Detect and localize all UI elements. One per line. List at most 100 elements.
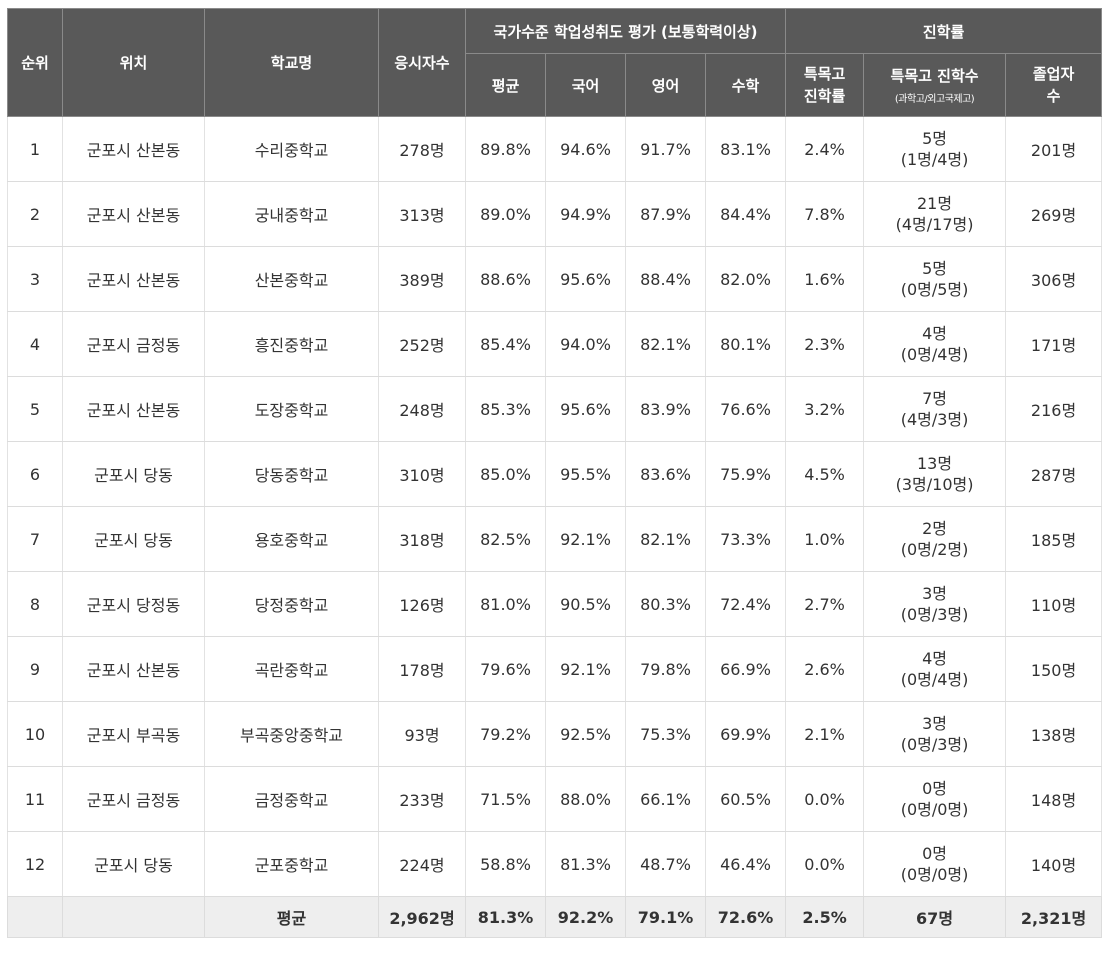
footer-label: 평균 — [204, 896, 379, 938]
cell-examinees: 126명 — [378, 571, 466, 637]
cell-english: 79.8% — [625, 636, 706, 702]
cell-special-rate: 4.5% — [785, 441, 865, 507]
cell-average: 85.0% — [465, 441, 546, 507]
table-row: 10 군포시 부곡동 부곡중앙중학교 93명 79.2% 92.5% 75.3% 69.9% 2… — [7, 701, 1103, 767]
table-footer: 평균 2,962명 81.3% 92.2% 79.1% 72.6% 2.5% 6… — [7, 896, 1103, 938]
cell-special-count: 0명 (0명/0명) — [863, 766, 1007, 832]
cell-average: 85.3% — [465, 376, 546, 442]
cell-graduates: 148명 — [1005, 766, 1103, 832]
cell-location: 군포시 산본동 — [62, 181, 205, 247]
footer-english: 79.1% — [625, 896, 706, 938]
header-math: 수학 — [704, 53, 787, 117]
special-count-total: 3명 — [922, 714, 947, 733]
table-row: 5 군포시 산본동 도장중학교 248명 85.3% 95.6% 83.9% 76.6% 3.2… — [7, 376, 1103, 442]
special-count-split: (0명/0명) — [900, 800, 969, 819]
cell-rank: 11 — [7, 766, 63, 832]
table-body: 1 군포시 산본동 수리중학교 278명 89.8% 94.6% 91.7% 83.1% 2.4… — [7, 116, 1103, 897]
special-count-split: (3명/10명) — [895, 475, 974, 494]
cell-korean: 94.6% — [545, 116, 626, 182]
special-count-total: 5명 — [922, 129, 947, 148]
cell-graduates: 171명 — [1005, 311, 1103, 377]
cell-average: 71.5% — [465, 766, 546, 832]
cell-special-count: 3명 (0명/3명) — [863, 571, 1007, 637]
cell-special-rate: 3.2% — [785, 376, 865, 442]
cell-special-rate: 0.0% — [785, 766, 865, 832]
cell-rank: 3 — [7, 246, 63, 312]
special-count-total: 21명 — [917, 194, 953, 213]
special-count-split: (0명/5명) — [900, 280, 969, 299]
cell-english: 83.6% — [625, 441, 706, 507]
footer-empty-location — [62, 896, 205, 938]
cell-graduates: 185명 — [1005, 506, 1103, 572]
cell-examinees: 252명 — [378, 311, 466, 377]
cell-rank: 1 — [7, 116, 63, 182]
cell-korean: 94.9% — [545, 181, 626, 247]
header-korean: 국어 — [545, 53, 626, 117]
footer-special-rate: 2.5% — [785, 896, 865, 938]
special-count-split: (4명/3명) — [900, 410, 969, 429]
cell-examinees: 313명 — [378, 181, 466, 247]
cell-math: 66.9% — [704, 636, 787, 702]
cell-average: 79.2% — [465, 701, 546, 767]
cell-school: 궁내중학교 — [204, 181, 379, 247]
cell-school: 당정중학교 — [204, 571, 379, 637]
cell-graduates: 138명 — [1005, 701, 1103, 767]
header-english: 영어 — [625, 53, 706, 117]
table-header: 순위 위치 학교명 응시자수 국가수준 학업성취도 평가 (보통학력이상) 진학… — [7, 8, 1103, 117]
cell-average: 89.8% — [465, 116, 546, 182]
cell-special-rate: 2.1% — [785, 701, 865, 767]
cell-special-count: 4명 (0명/4명) — [863, 636, 1007, 702]
footer-math: 72.6% — [704, 896, 787, 938]
header-graduates-line1: 졸업자 — [1032, 65, 1075, 83]
cell-math: 83.1% — [704, 116, 787, 182]
cell-rank: 12 — [7, 831, 63, 897]
cell-korean: 92.5% — [545, 701, 626, 767]
header-special-count-sub: (과학고/외고국제고) — [894, 94, 975, 105]
cell-rank: 8 — [7, 571, 63, 637]
header-row-1: 순위 위치 학교명 응시자수 국가수준 학업성취도 평가 (보통학력이상) 진학… — [7, 8, 1103, 117]
special-count-split: (0명/4명) — [900, 670, 969, 689]
cell-special-count: 5명 (1명/4명) — [863, 116, 1007, 182]
cell-korean: 95.6% — [545, 246, 626, 312]
cell-special-rate: 2.3% — [785, 311, 865, 377]
cell-special-count: 7명 (4명/3명) — [863, 376, 1007, 442]
cell-average: 81.0% — [465, 571, 546, 637]
header-special-rate-line2: 진학률 — [803, 87, 846, 105]
footer-special-total: 67명 — [863, 896, 1007, 938]
cell-math: 69.9% — [704, 701, 787, 767]
cell-korean: 90.5% — [545, 571, 626, 637]
table-row: 7 군포시 당동 용호중학교 318명 82.5% 92.1% 82.1% 73.3% 1.0%… — [7, 506, 1103, 572]
special-count-split: (0명/3명) — [900, 735, 969, 754]
cell-graduates: 201명 — [1005, 116, 1103, 182]
cell-school: 당동중학교 — [204, 441, 379, 507]
cell-math: 75.9% — [704, 441, 787, 507]
special-count-total: 4명 — [922, 649, 947, 668]
cell-graduates: 150명 — [1005, 636, 1103, 702]
cell-korean: 88.0% — [545, 766, 626, 832]
cell-school: 흥진중학교 — [204, 311, 379, 377]
cell-special-count: 3명 (0명/3명) — [863, 701, 1007, 767]
cell-english: 66.1% — [625, 766, 706, 832]
cell-special-rate: 0.0% — [785, 831, 865, 897]
cell-location: 군포시 산본동 — [62, 246, 205, 312]
table-row: 3 군포시 산본동 산본중학교 389명 88.6% 95.6% 88.4% 82.0% 1.6… — [7, 246, 1103, 312]
cell-examinees: 233명 — [378, 766, 466, 832]
cell-special-rate: 2.6% — [785, 636, 865, 702]
cell-average: 79.6% — [465, 636, 546, 702]
cell-special-count: 0명 (0명/0명) — [863, 831, 1007, 897]
table-row: 2 군포시 산본동 궁내중학교 313명 89.0% 94.9% 87.9% 84.4% 7.8… — [7, 181, 1103, 247]
cell-graduates: 306명 — [1005, 246, 1103, 312]
cell-english: 83.9% — [625, 376, 706, 442]
header-row-2: 평균 국어 영어 수학 특목고 진학률 특목고 진학수 (과학고/외고국제고) … — [8, 53, 1103, 117]
table-row: 11 군포시 금정동 금정중학교 233명 71.5% 88.0% 66.1% 60.5% 0.… — [7, 766, 1103, 832]
cell-special-rate: 2.7% — [785, 571, 865, 637]
cell-special-rate: 1.0% — [785, 506, 865, 572]
special-count-split: (0명/3명) — [900, 605, 969, 624]
cell-english: 80.3% — [625, 571, 706, 637]
cell-average: 88.6% — [465, 246, 546, 312]
cell-special-count: 2명 (0명/2명) — [863, 506, 1007, 572]
cell-school: 곡란중학교 — [204, 636, 379, 702]
header-achievement-group: 국가수준 학업성취도 평가 (보통학력이상) — [464, 8, 787, 54]
cell-rank: 6 — [7, 441, 63, 507]
cell-location: 군포시 산본동 — [62, 636, 205, 702]
